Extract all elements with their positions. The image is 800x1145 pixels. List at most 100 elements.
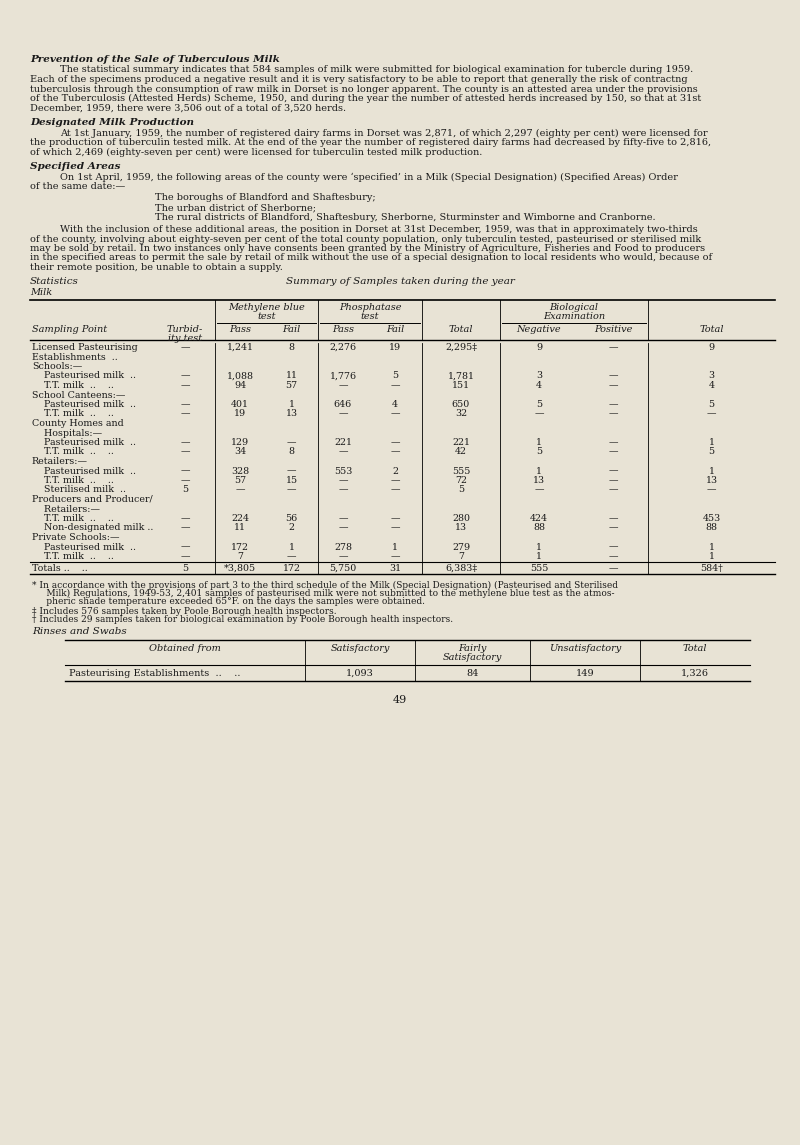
Text: 553: 553 [334,466,352,475]
Text: 2: 2 [289,523,294,532]
Text: —: — [390,485,400,495]
Text: Hospitals:—: Hospitals:— [32,428,102,437]
Text: Negative: Negative [517,324,562,333]
Text: 151: 151 [452,381,470,390]
Text: 88: 88 [706,523,718,532]
Text: T.T. milk  ..    ..: T.T. milk .. .. [32,448,114,457]
Text: Examination: Examination [543,311,605,321]
Text: T.T. milk  ..    ..: T.T. milk .. .. [32,410,114,419]
Text: 5: 5 [536,400,542,409]
Text: 5: 5 [182,485,188,495]
Text: —: — [180,344,190,352]
Text: 1: 1 [289,400,294,409]
Text: T.T. milk  ..    ..: T.T. milk .. .. [32,476,114,485]
Text: —: — [390,552,400,561]
Text: The boroughs of Blandford and Shaftesbury;: The boroughs of Blandford and Shaftesbur… [155,194,376,203]
Text: in the specified areas to permit the sale by retail of milk without the use of a: in the specified areas to permit the sal… [30,253,712,262]
Text: 1: 1 [709,439,714,447]
Text: 221: 221 [334,439,352,447]
Text: 34: 34 [234,448,246,457]
Text: 9: 9 [536,344,542,352]
Text: 84: 84 [466,669,478,678]
Text: Statistics: Statistics [30,277,79,286]
Text: Milk: Milk [30,289,52,297]
Text: 650: 650 [452,400,470,409]
Text: —: — [608,371,618,380]
Text: of which 2,469 (eighty-seven per cent) were licensed for tuberculin tested milk : of which 2,469 (eighty-seven per cent) w… [30,148,482,157]
Text: Licensed Pasteurising: Licensed Pasteurising [32,344,138,352]
Text: Pass: Pass [229,324,251,333]
Text: 2,276: 2,276 [330,344,357,352]
Text: —: — [534,410,544,419]
Text: —: — [235,485,245,495]
Text: pheric shade temperature exceeded 65°F. on the days the samples were obtained.: pheric shade temperature exceeded 65°F. … [32,598,425,607]
Text: Sampling Point: Sampling Point [32,324,107,333]
Text: —: — [338,476,348,485]
Text: test: test [258,311,276,321]
Text: 8: 8 [289,448,294,457]
Text: 57: 57 [286,381,298,390]
Text: —: — [390,448,400,457]
Text: 5: 5 [536,448,542,457]
Text: 94: 94 [234,381,246,390]
Text: 280: 280 [452,514,470,523]
Text: 49: 49 [393,695,407,705]
Text: —: — [390,410,400,419]
Text: 57: 57 [234,476,246,485]
Text: —: — [390,523,400,532]
Text: With the inclusion of these additional areas, the position in Dorset at 31st Dec: With the inclusion of these additional a… [60,226,698,234]
Text: —: — [180,448,190,457]
Text: 5: 5 [709,448,714,457]
Text: Retailers:—: Retailers:— [32,505,100,513]
Text: County Homes and: County Homes and [32,419,124,428]
Text: Totals ..    ..: Totals .. .. [32,564,88,572]
Text: 278: 278 [334,543,352,552]
Text: Summary of Samples taken during the year: Summary of Samples taken during the year [286,277,514,286]
Text: 646: 646 [334,400,352,409]
Text: 4: 4 [392,400,398,409]
Text: 1: 1 [536,552,542,561]
Text: their remote position, be unable to obtain a supply.: their remote position, be unable to obta… [30,263,283,273]
Text: 1,093: 1,093 [346,669,374,678]
Text: —: — [608,476,618,485]
Text: —: — [608,564,618,572]
Text: —: — [390,514,400,523]
Text: —: — [608,523,618,532]
Text: Pasteurising Establishments  ..    ..: Pasteurising Establishments .. .. [69,669,241,678]
Text: Biological: Biological [550,302,598,311]
Text: —: — [338,552,348,561]
Text: 3: 3 [536,371,542,380]
Text: 11: 11 [234,523,246,532]
Text: 9: 9 [709,344,714,352]
Text: 19: 19 [389,344,401,352]
Text: 13: 13 [286,410,298,419]
Text: 224: 224 [231,514,249,523]
Text: 279: 279 [452,543,470,552]
Text: 1,326: 1,326 [681,669,709,678]
Text: T.T. milk  ..    ..: T.T. milk .. .. [32,552,114,561]
Text: Fairly: Fairly [458,643,486,653]
Text: 88: 88 [533,523,545,532]
Text: —: — [608,410,618,419]
Text: Retailers:—: Retailers:— [32,457,88,466]
Text: 5: 5 [182,564,188,572]
Text: Total: Total [699,324,724,333]
Text: —: — [390,439,400,447]
Text: —: — [286,552,296,561]
Text: —: — [180,523,190,532]
Text: —: — [338,514,348,523]
Text: 32: 32 [455,410,467,419]
Text: 8: 8 [289,344,294,352]
Text: 1,776: 1,776 [330,371,357,380]
Text: Prevention of the Sale of Tuberculous Milk: Prevention of the Sale of Tuberculous Mi… [30,55,280,64]
Text: 5: 5 [709,400,714,409]
Text: 2: 2 [392,466,398,475]
Text: 1: 1 [289,543,294,552]
Text: * In accordance with the provisions of part 3 to the third schedule of the Milk : * In accordance with the provisions of p… [32,581,618,590]
Text: —: — [608,439,618,447]
Text: —: — [534,485,544,495]
Text: 172: 172 [231,543,249,552]
Text: 172: 172 [282,564,301,572]
Text: 19: 19 [234,410,246,419]
Text: —: — [180,400,190,409]
